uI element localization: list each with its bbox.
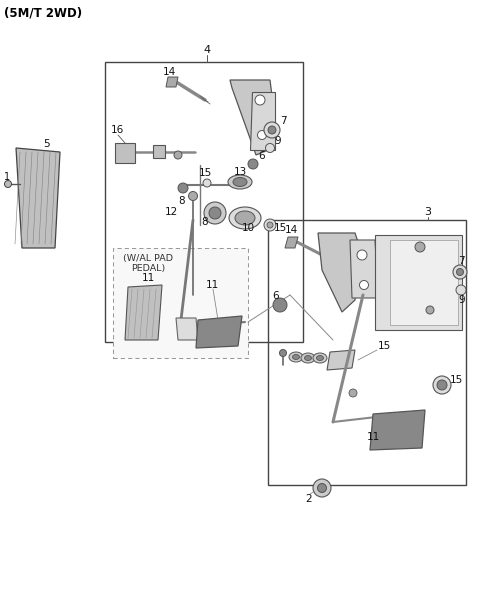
Circle shape (360, 280, 369, 289)
Text: 3: 3 (424, 207, 432, 217)
Circle shape (426, 306, 434, 314)
Circle shape (203, 179, 211, 187)
Circle shape (433, 376, 451, 394)
Circle shape (255, 95, 265, 105)
Text: 6: 6 (258, 151, 264, 161)
Ellipse shape (209, 207, 221, 219)
Text: 15: 15 (450, 375, 463, 385)
Text: 8: 8 (179, 196, 185, 206)
Circle shape (279, 350, 287, 356)
Text: 15: 15 (274, 223, 287, 233)
Polygon shape (390, 240, 458, 325)
Text: 2: 2 (305, 494, 312, 504)
Text: 12: 12 (165, 207, 178, 217)
Text: 13: 13 (233, 167, 247, 177)
Bar (105, 62, 303, 342)
Text: (5M/T 2WD): (5M/T 2WD) (4, 7, 82, 19)
Ellipse shape (292, 355, 300, 359)
Circle shape (174, 151, 182, 159)
Circle shape (349, 389, 357, 397)
Text: 5: 5 (44, 139, 50, 149)
Ellipse shape (229, 207, 261, 229)
Bar (113, 248, 248, 358)
Circle shape (357, 250, 367, 260)
Ellipse shape (316, 356, 324, 361)
Polygon shape (230, 80, 272, 155)
Ellipse shape (289, 352, 303, 362)
Ellipse shape (313, 353, 327, 363)
Polygon shape (370, 410, 425, 450)
Circle shape (189, 192, 197, 201)
Circle shape (437, 380, 447, 390)
Circle shape (178, 183, 188, 193)
Circle shape (4, 180, 12, 188)
Circle shape (257, 130, 266, 139)
Polygon shape (350, 240, 378, 298)
Polygon shape (115, 143, 135, 163)
Polygon shape (285, 237, 298, 248)
Text: 9: 9 (274, 136, 281, 146)
Text: 14: 14 (285, 225, 298, 235)
Text: 16: 16 (111, 125, 124, 135)
Text: 6: 6 (272, 291, 278, 301)
Circle shape (453, 265, 467, 279)
Polygon shape (196, 316, 242, 348)
Circle shape (248, 159, 258, 169)
Text: 15: 15 (378, 341, 391, 351)
Circle shape (265, 144, 275, 153)
Ellipse shape (235, 211, 255, 225)
Polygon shape (16, 148, 60, 248)
Ellipse shape (204, 202, 226, 224)
Text: (W/AL PAD: (W/AL PAD (123, 253, 173, 262)
Polygon shape (153, 145, 165, 158)
Text: 11: 11 (367, 432, 380, 442)
Text: 7: 7 (280, 116, 287, 126)
Text: 9: 9 (458, 295, 465, 305)
Text: 11: 11 (142, 273, 155, 283)
Circle shape (267, 222, 273, 228)
Ellipse shape (304, 356, 312, 361)
Circle shape (268, 126, 276, 134)
Circle shape (313, 479, 331, 497)
Circle shape (415, 242, 425, 252)
Circle shape (273, 298, 287, 312)
Text: 4: 4 (204, 45, 211, 55)
Polygon shape (250, 92, 275, 150)
Text: 10: 10 (241, 223, 254, 233)
Text: PEDAL): PEDAL) (131, 264, 165, 273)
Text: 7: 7 (458, 256, 465, 266)
Ellipse shape (233, 177, 247, 186)
Ellipse shape (301, 353, 315, 363)
Polygon shape (327, 350, 355, 370)
Circle shape (264, 122, 280, 138)
Text: 11: 11 (206, 280, 219, 290)
Polygon shape (125, 285, 162, 340)
Text: 8: 8 (202, 217, 208, 227)
Ellipse shape (228, 175, 252, 189)
Circle shape (317, 484, 326, 493)
Polygon shape (318, 233, 360, 312)
Text: 14: 14 (163, 67, 176, 77)
Polygon shape (166, 77, 178, 87)
Polygon shape (375, 235, 462, 330)
Text: 1: 1 (4, 172, 10, 182)
Bar (255, 84, 267, 93)
Polygon shape (176, 318, 198, 340)
Circle shape (456, 268, 464, 276)
Circle shape (456, 285, 466, 295)
Circle shape (264, 219, 276, 231)
Bar (268, 220, 466, 485)
Text: 15: 15 (198, 168, 212, 178)
